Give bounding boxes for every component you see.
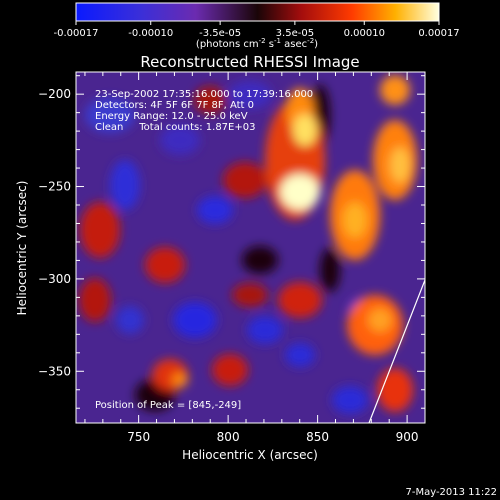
blob xyxy=(228,81,272,109)
info-line: Clean Total counts: 1.87E+03 xyxy=(95,122,255,133)
blob xyxy=(390,147,410,183)
footer-timestamp: 7-May-2013 11:22 xyxy=(405,487,497,498)
colorbar-tick-label: 3.5e-05 xyxy=(276,28,314,39)
blob xyxy=(280,174,320,210)
blob xyxy=(380,75,410,105)
y-tick-label: −200 xyxy=(38,87,71,101)
blob xyxy=(247,316,283,344)
colorbar-tick-label: 0.00017 xyxy=(418,28,459,39)
blob xyxy=(242,246,278,274)
x-axis-label: Heliocentric X (arcsec) xyxy=(182,448,318,462)
plot-frame xyxy=(75,71,426,424)
y-tick-label: −350 xyxy=(38,364,71,378)
blob xyxy=(212,354,248,386)
x-tick-label: 900 xyxy=(396,430,419,444)
blob xyxy=(278,282,322,318)
info-annotation: 23-Sep-2002 17:35:16.000 to 17:39:16.000… xyxy=(95,89,313,133)
blob xyxy=(197,196,233,224)
info-line: Energy Range: 12.0 - 25.0 keV xyxy=(95,111,248,122)
colorbar-tick-label: -0.00010 xyxy=(128,28,173,39)
blob xyxy=(343,202,367,238)
x-axis: 750 800 850 900 xyxy=(84,72,426,444)
blob xyxy=(85,97,135,133)
y-axis-label: Heliocentric Y (arcsec) xyxy=(15,181,29,316)
x-tick-label: 750 xyxy=(127,430,150,444)
colorbar-ticks: -0.00017 -0.00010 -3.5e-05 3.5e-05 0.00010 0.… xyxy=(54,21,460,39)
solar-limb xyxy=(368,279,425,423)
colorbar-tick-label: -0.00017 xyxy=(54,28,99,39)
y-tick-label: −300 xyxy=(38,272,71,286)
blob xyxy=(194,86,226,114)
blob xyxy=(160,125,200,155)
blob xyxy=(172,373,188,387)
y-tick-label: −250 xyxy=(38,180,71,194)
info-line: Detectors: 4F 5F 6F 7F 8F, Att 0 xyxy=(95,100,254,111)
blob xyxy=(320,248,340,292)
x-tick-label: 850 xyxy=(306,430,329,444)
blob xyxy=(285,343,315,367)
blob xyxy=(332,386,368,414)
colorbar-units: (photons cm-2 s-1 asec-2) xyxy=(196,37,318,50)
colorbar xyxy=(75,2,440,22)
info-line: 23-Sep-2002 17:35:16.000 to 17:39:16.000 xyxy=(95,89,313,100)
blob xyxy=(116,306,144,334)
heatmap-image xyxy=(76,72,425,423)
blob xyxy=(232,283,268,307)
y-axis: −200 −250 −300 −350 xyxy=(38,75,425,409)
blob xyxy=(110,160,140,210)
blob xyxy=(80,202,120,258)
blob xyxy=(173,302,217,338)
blob xyxy=(293,114,317,146)
blob xyxy=(145,247,185,283)
colorbar-tick-label: -3.5e-05 xyxy=(199,28,241,39)
blob xyxy=(79,278,111,322)
blob xyxy=(368,308,392,332)
chart-title: Reconstructed RHESSI Image xyxy=(140,53,359,71)
colorbar-tick-label: 0.00010 xyxy=(344,28,385,39)
x-tick-label: 800 xyxy=(217,430,240,444)
blob xyxy=(223,162,267,198)
peak-position-label: Position of Peak = [845,-249] xyxy=(95,400,241,411)
